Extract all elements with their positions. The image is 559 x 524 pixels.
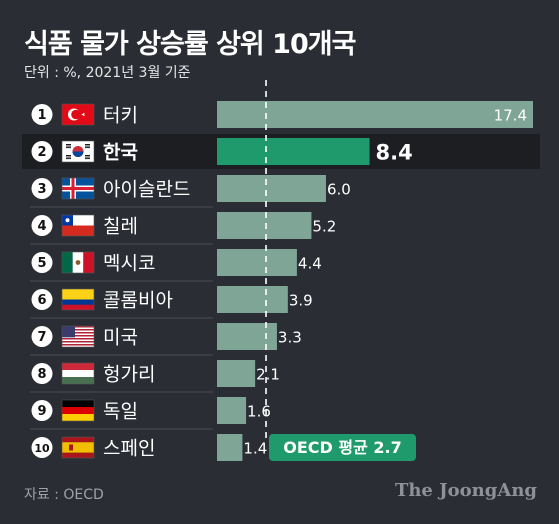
category-label: 칠레: [103, 216, 138, 238]
bar-row: 5 멕시코 4.4: [31, 249, 322, 276]
bar: [217, 397, 247, 424]
category-label: 스페인: [103, 438, 155, 460]
category-label: 미국: [103, 327, 138, 349]
bar-row: 6 콜롬비아 3.9: [31, 286, 313, 313]
bar: [217, 286, 288, 313]
value-label: 1.6: [247, 403, 271, 421]
rank-number: 4: [37, 219, 46, 234]
rank-number: 5: [37, 256, 46, 271]
category-label: 아이슬란드: [103, 179, 190, 201]
rank-number: 2: [37, 145, 46, 160]
bar-row: 2 한국 8.4: [31, 138, 413, 165]
rank-badge: [31, 363, 53, 384]
bar: [217, 360, 256, 387]
bar: [217, 249, 297, 276]
category-label: 멕시코: [103, 253, 155, 275]
value-label: 17.4: [494, 107, 527, 125]
rank-badge: [31, 326, 53, 347]
rank-badge: [31, 104, 53, 125]
spain-flag: [61, 436, 95, 459]
value-label: 3.9: [289, 292, 313, 310]
rank-number: 9: [37, 404, 46, 419]
value-label: 8.4: [376, 141, 413, 165]
bar: [217, 101, 533, 128]
turkey-flag: [61, 103, 95, 126]
bar-row: 8 헝가리 2.1: [31, 360, 280, 387]
value-label: 4.4: [298, 255, 322, 273]
rank-number: 3: [37, 182, 46, 197]
colombia-flag: [61, 288, 95, 311]
category-label: 터키: [103, 105, 138, 127]
south-korea-flag: [61, 140, 95, 163]
rank-number: 1: [37, 108, 46, 123]
category-label: 독일: [103, 401, 138, 423]
bar-row: 1 터키 17.4: [31, 101, 533, 128]
brand-logo: The JoongAng: [394, 480, 537, 501]
bar: [217, 175, 326, 202]
chart-subtitle: 단위 : %, 2021년 3월 기준: [24, 65, 191, 81]
value-label: 3.3: [278, 329, 302, 347]
rank-number: 6: [37, 293, 46, 308]
value-label: 6.0: [327, 181, 351, 199]
chile-flag: [61, 214, 95, 237]
rank-badge: [31, 400, 53, 421]
chart-title: 식품 물가 상승률 상위 10개국: [24, 29, 356, 60]
category-label: 한국: [103, 142, 138, 164]
hungary-flag: [61, 362, 95, 385]
bar: [217, 434, 243, 461]
mexico-flag: [61, 251, 95, 274]
value-label: 2.1: [256, 366, 280, 384]
bar: [217, 212, 312, 239]
iceland-flag: [61, 177, 95, 200]
rank-number: 10: [34, 442, 50, 455]
rank-badge: [31, 141, 53, 162]
value-label: 5.2: [312, 218, 336, 236]
source-note: 자료 : OECD: [24, 487, 104, 503]
bar-row: 10 스페인 1.4: [31, 434, 267, 461]
reference-label: OECD 평균 2.7: [283, 438, 401, 457]
reference-badge: [269, 434, 416, 461]
bar-row: 7 미국 3.3: [31, 323, 302, 350]
category-label: 콜롬비아: [103, 290, 173, 312]
value-label: 1.4: [243, 440, 267, 458]
bar-row: 9 독일 1.6: [31, 397, 271, 424]
rank-badge: [31, 252, 53, 273]
usa-flag: [61, 325, 95, 348]
rank-badge: [31, 178, 53, 199]
germany-flag: [61, 399, 95, 422]
rank-number: 7: [37, 330, 46, 345]
rank-badge: [31, 289, 53, 310]
bar-row: 3 아이슬란드 6.0: [31, 175, 351, 202]
category-label: 헝가리: [103, 364, 155, 386]
bar: [217, 323, 277, 350]
bar-chart: 1 터키 17.4 2 한국 8.4 3 아이슬란드 6.0 4 칠레 5.2 5 멕시코 4.4 6 콜롬비아…: [22, 80, 540, 461]
bar-row: 4 칠레 5.2: [31, 212, 336, 239]
rank-number: 8: [37, 367, 46, 382]
rank-badge: [31, 437, 53, 458]
bar: [217, 138, 370, 165]
rank-badge: [31, 215, 53, 236]
